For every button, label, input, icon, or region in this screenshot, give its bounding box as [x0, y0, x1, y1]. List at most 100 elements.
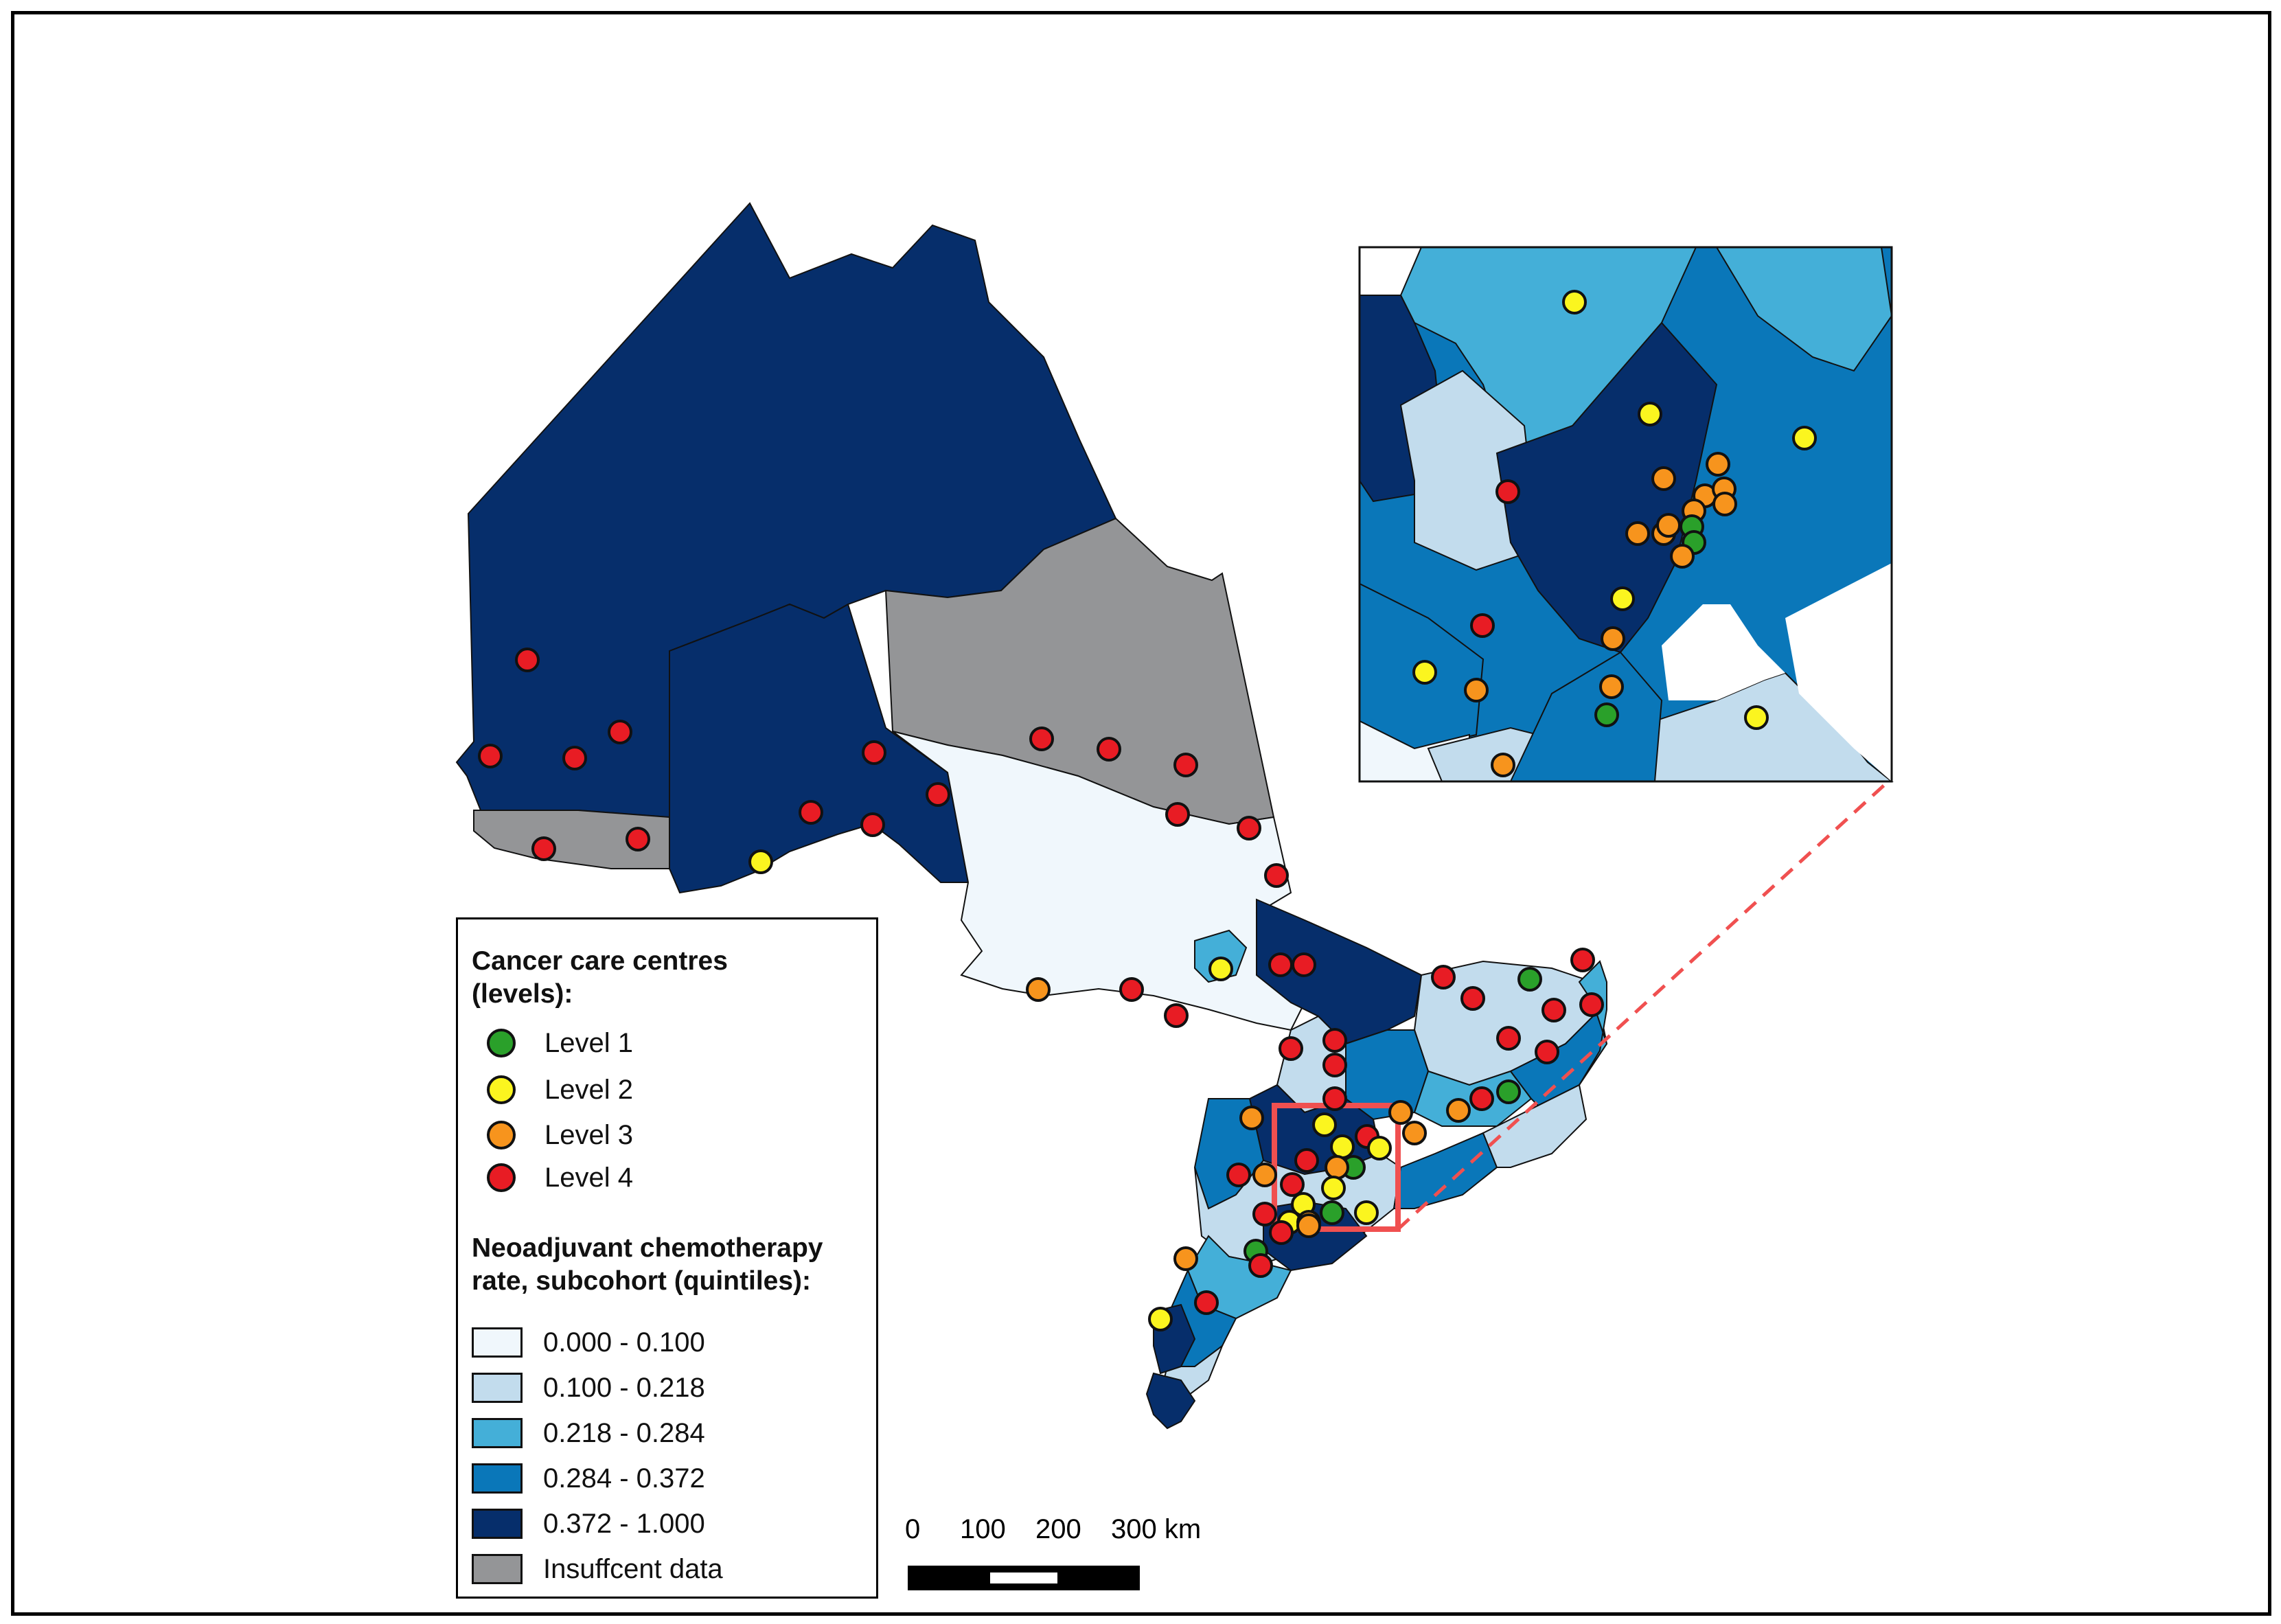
centre-level-4-marker: [926, 782, 950, 807]
centre-level-4-marker: [1252, 1202, 1277, 1226]
centre-level-3-marker: [1599, 674, 1624, 699]
centre-level-2-marker: [1321, 1176, 1346, 1200]
quintile-2-swatch: [472, 1373, 523, 1403]
centre-level-4-marker: [1470, 613, 1495, 638]
legend-level-4: Level 4: [472, 1158, 633, 1197]
centre-level-3-marker: [1446, 1098, 1471, 1123]
centre-level-2-marker: [748, 849, 773, 874]
region-thunder-bay: [669, 603, 970, 894]
centre-level-4-marker: [1460, 986, 1485, 1011]
centre-level-4-marker: [515, 648, 540, 672]
legend-quintile-5: 0.372 - 1.000: [472, 1505, 705, 1543]
legend-quintile-4-label: 0.284 - 0.372: [543, 1463, 705, 1494]
centre-level-3-marker: [1252, 1163, 1277, 1187]
centre-level-4-marker: [799, 800, 823, 825]
centre-level-4-marker: [1029, 727, 1054, 751]
centre-level-4-marker: [1237, 816, 1261, 840]
inset-map: [1358, 246, 1894, 783]
centre-level-4-marker: [1194, 1290, 1219, 1315]
centre-level-4-marker: [1268, 952, 1293, 977]
centre-level-4-marker: [1164, 1003, 1189, 1028]
legend: Cancer care centres (levels): Level 1 Le…: [456, 917, 878, 1599]
centre-level-2-marker: [1562, 290, 1587, 314]
legend-centres-title-2: (levels):: [472, 979, 573, 1009]
centre-level-1-marker: [1320, 1200, 1344, 1225]
legend-quintile-3-label: 0.218 - 0.284: [543, 1417, 705, 1448]
centre-level-4-marker: [1431, 965, 1456, 990]
centre-level-3-marker: [1464, 678, 1489, 702]
centre-level-4-marker: [1173, 753, 1198, 777]
centre-level-3-marker: [1388, 1100, 1413, 1125]
centre-level-4-marker: [1119, 977, 1144, 1002]
legend-level-1-label: Level 1: [545, 1027, 633, 1058]
centre-level-4-marker: [1322, 1086, 1347, 1111]
legend-level-4-label: Level 4: [545, 1162, 633, 1193]
legend-quintile-2: 0.100 - 0.218: [472, 1369, 705, 1407]
quintile-5-swatch: [472, 1509, 523, 1539]
centre-level-2-marker: [1312, 1112, 1337, 1137]
insufficient-data-swatch: [472, 1554, 523, 1584]
inset-connector: [1397, 780, 1890, 1231]
scale-label-200: 200: [1035, 1514, 1081, 1544]
centre-level-3-marker: [1402, 1121, 1427, 1145]
centre-level-4-marker: [1269, 1220, 1294, 1245]
level-1-dot-icon: [487, 1029, 516, 1057]
legend-centres-title-1: Cancer care centres: [472, 946, 728, 976]
region-sudbury-small: [1194, 929, 1248, 983]
legend-quintile-5-label: 0.372 - 1.000: [543, 1508, 705, 1539]
centre-level-1-marker: [1496, 1079, 1521, 1104]
region-grey-west: [473, 810, 670, 869]
legend-quintile-4: 0.284 - 0.372: [472, 1459, 705, 1498]
centre-level-1-marker: [1517, 967, 1542, 992]
centre-level-4-marker: [862, 740, 886, 765]
region-east-c: [1578, 960, 1608, 1086]
legend-quintile-2-label: 0.100 - 0.218: [543, 1372, 705, 1403]
centre-level-4-marker: [1280, 1172, 1305, 1197]
level-2-dot-icon: [487, 1075, 516, 1104]
centre-level-2-marker: [1354, 1200, 1379, 1225]
centre-level-2-marker: [1330, 1134, 1355, 1159]
centre-level-2-marker: [1208, 957, 1233, 981]
centre-level-3-marker: [1296, 1213, 1321, 1238]
quintile-3-swatch: [472, 1418, 523, 1448]
centre-level-4-marker: [531, 836, 556, 861]
legend-level-1: Level 1: [472, 1024, 633, 1062]
region-east-b: [1482, 1084, 1587, 1168]
centre-level-2-marker: [1367, 1136, 1392, 1160]
centre-level-4-marker: [860, 812, 885, 837]
centre-level-4-marker: [1535, 1040, 1559, 1064]
centre-level-2-marker: [1610, 586, 1635, 611]
cancer-care-centres: [478, 290, 1817, 1331]
centre-level-3-marker: [1670, 544, 1695, 569]
centre-level-3-marker: [1706, 452, 1730, 477]
centre-level-4-marker: [1264, 863, 1289, 888]
centre-level-3-marker: [1712, 492, 1737, 516]
legend-quintile-1-label: 0.000 - 0.100: [543, 1327, 705, 1358]
centre-level-4-marker: [1248, 1253, 1273, 1278]
level-4-dot-icon: [487, 1163, 516, 1192]
centre-level-2-marker: [1412, 660, 1437, 685]
centre-level-3-marker: [1239, 1106, 1264, 1130]
legend-rate-title-2: rate, subcohort (quintiles):: [472, 1266, 812, 1296]
centre-level-4-marker: [562, 746, 587, 770]
centre-level-4-marker: [1495, 479, 1520, 504]
scale-bar-graphic: [908, 1566, 1140, 1590]
centre-level-4-marker: [608, 720, 632, 744]
level-3-dot-icon: [487, 1121, 516, 1150]
legend-level-3: Level 3: [472, 1116, 633, 1154]
centre-level-4-marker: [1322, 1053, 1347, 1077]
legend-quintile-3: 0.218 - 0.284: [472, 1414, 705, 1452]
centre-level-2-marker: [1638, 402, 1662, 426]
quintile-1-swatch: [472, 1327, 523, 1358]
region-southwest-tip: [1145, 1372, 1196, 1430]
centre-level-4-marker: [478, 744, 503, 768]
legend-insufficient-label: Insuffcent data: [543, 1553, 723, 1584]
centre-level-4-marker: [1097, 737, 1121, 762]
centre-level-4-marker: [1226, 1163, 1251, 1187]
centre-level-2-marker: [1792, 426, 1817, 450]
centre-level-3-marker: [1491, 753, 1515, 777]
centre-level-3-marker: [1173, 1246, 1198, 1271]
quintile-4-swatch: [472, 1463, 523, 1494]
region-east-a: [1392, 1132, 1498, 1209]
